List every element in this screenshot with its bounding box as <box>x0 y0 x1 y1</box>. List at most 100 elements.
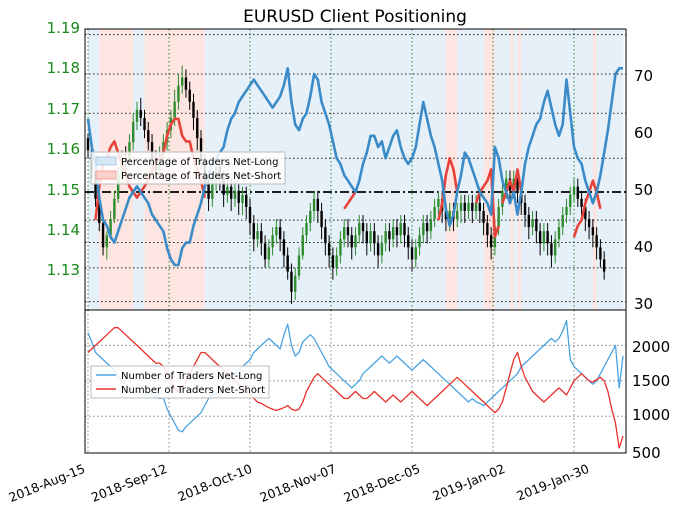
net-long-region <box>430 29 436 310</box>
price-candle <box>365 231 369 244</box>
price-candle <box>569 194 572 207</box>
price-candle <box>256 231 259 240</box>
net-long-region <box>464 29 470 310</box>
net-long-region <box>374 29 379 310</box>
net-long-region <box>306 29 311 310</box>
net-long-region <box>412 29 417 310</box>
price-candle <box>301 235 304 256</box>
price-candle <box>444 210 448 220</box>
price-candle <box>98 198 101 224</box>
net-long-region <box>551 29 556 310</box>
right-tick-label: 30 <box>634 295 653 313</box>
net-long-region <box>287 29 293 310</box>
net-long-region <box>370 29 375 310</box>
legend-label-net-long: Percentage of Traders Net-Long <box>121 157 279 168</box>
net-short-region <box>509 29 515 310</box>
price-candle <box>196 117 199 139</box>
net-long-percentage-line <box>86 67 623 267</box>
net-short-region <box>483 29 488 310</box>
net-long-region <box>506 29 511 310</box>
net-long-region <box>585 29 590 310</box>
price-candle <box>535 219 538 232</box>
net-long-region <box>88 29 93 310</box>
net-short-region <box>453 29 458 310</box>
net-long-count-line <box>87 319 624 433</box>
right-tick-label: 2000 <box>632 338 670 356</box>
chart-title: EURUSD Client Positioning <box>243 7 467 27</box>
net-long-region <box>468 29 473 310</box>
net-long-region <box>547 29 553 310</box>
price-candle <box>418 235 421 248</box>
left-tick-label: 1.17 <box>47 100 80 118</box>
x-axis: 2018-Aug-15 2018-Sep-12 2018-Oct-10 2018… <box>7 461 592 505</box>
price-candle <box>346 227 350 236</box>
price-candle <box>297 255 301 276</box>
net-long-region <box>619 29 624 310</box>
net-long-region <box>385 29 391 310</box>
price-candle <box>177 85 180 102</box>
price-candle <box>456 210 459 220</box>
net-long-region <box>570 29 575 310</box>
price-candle <box>312 198 316 211</box>
price-candle <box>584 206 587 220</box>
price-candle <box>331 255 335 268</box>
price-candle <box>361 223 365 232</box>
net-long-region <box>351 29 357 310</box>
price-candle <box>350 235 353 248</box>
price-candle <box>565 206 568 215</box>
price-candle <box>425 223 429 232</box>
net-long-region <box>325 29 330 310</box>
x-tick-label: 2018-Oct-10 <box>176 461 255 504</box>
net-long-region <box>423 29 428 310</box>
left-tick-label: 1.16 <box>47 140 80 158</box>
net-long-region <box>396 29 402 310</box>
price-candle <box>105 235 109 248</box>
price-candle <box>150 142 154 159</box>
net-long-region <box>363 29 368 310</box>
x-tick-label: 2019-Jan-02 <box>430 461 507 504</box>
net-long-region <box>502 29 507 310</box>
price-candle <box>373 231 376 244</box>
price-candle <box>388 231 391 240</box>
net-short-percentage-line <box>343 191 357 210</box>
price-candle <box>184 77 188 90</box>
net-long-region <box>355 29 360 310</box>
x-tick-label: 2018-Sep-12 <box>89 461 169 505</box>
price-candle <box>448 210 451 220</box>
price-candle <box>271 235 274 248</box>
net-long-region <box>532 29 537 310</box>
net-long-region <box>555 29 560 310</box>
price-candle <box>482 210 485 224</box>
net-short-region <box>517 29 522 310</box>
price-candle <box>422 223 425 236</box>
price-candle <box>290 271 293 292</box>
price-candle <box>501 190 504 207</box>
net-long-region <box>302 29 308 310</box>
net-long-region <box>283 29 289 310</box>
right-axis-bottom: 500 1000 1500 2000 <box>632 338 670 462</box>
right-tick-label: 1500 <box>632 372 670 390</box>
price-candle <box>395 227 399 236</box>
top-legend: Percentage of Traders Net-Long Percentag… <box>90 151 286 185</box>
net-long-region <box>442 29 447 310</box>
net-long-region <box>434 29 439 310</box>
price-candle <box>339 239 342 256</box>
net-long-region <box>415 29 421 310</box>
price-candle <box>591 227 595 236</box>
net-long-region <box>389 29 394 310</box>
price-candle <box>237 190 240 203</box>
net-long-region <box>528 29 534 310</box>
left-tick-label: 1.18 <box>47 59 80 77</box>
price-candle <box>437 198 440 207</box>
price-candle <box>109 219 112 236</box>
price-candle <box>101 223 105 248</box>
price-candle <box>467 202 470 211</box>
price-candle <box>226 186 229 195</box>
price-candle <box>429 219 433 232</box>
legend-box <box>90 365 270 399</box>
price-candle <box>459 202 463 211</box>
price-candle <box>139 109 142 118</box>
price-candle <box>471 202 474 211</box>
price-candle <box>523 202 527 215</box>
price-candle <box>309 210 312 224</box>
